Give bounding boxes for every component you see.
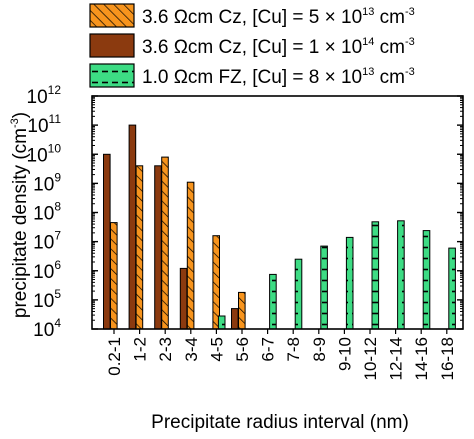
- bar-series-2-8-9: [320, 245, 328, 330]
- y-tick-label: 108: [33, 200, 61, 225]
- plot-frame: [91, 95, 464, 330]
- bars-layer: [103, 124, 456, 330]
- x-tick-label: 2-3: [156, 337, 175, 362]
- legend-label-series-0: 3.6 Ωcm Cz, [Cu] = 5 × 1013 cm-3: [142, 6, 415, 28]
- x-tick-label: 4-5: [207, 337, 226, 362]
- bar-series-0-3-4: [186, 181, 195, 330]
- bar-series-2-10-12: [371, 221, 380, 330]
- bar-series-0-5-6: [238, 291, 246, 330]
- y-axis-label: precipitate density (cm-3): [9, 112, 31, 318]
- bar-series-0-2-3: [161, 156, 169, 330]
- bar-series-1-3-4: [179, 267, 188, 330]
- x-tick-label: 5-6: [233, 337, 252, 362]
- legend-swatch-series-1: [89, 33, 135, 58]
- x-tick-label: 0.2-1: [105, 337, 124, 376]
- bar-series-1-1-2: [128, 124, 137, 330]
- x-ticks: 0.2-1 1-2 2-3 3-4 4-5 5-6 6-7 7-8 8-9 9-10 10-12 12…: [105, 329, 457, 380]
- x-tick-label: 14-16: [412, 337, 431, 380]
- bar-series-2-12-14: [397, 220, 405, 330]
- legend: 3.6 Ωcm Cz, [Cu] = 5 × 1013 cm-3 3.6 Ωcm…: [89, 3, 415, 88]
- x-tick-label: 10-12: [361, 337, 380, 380]
- bar-series-0-0.2-1: [110, 222, 118, 330]
- bar-series-1-2-3: [154, 165, 162, 330]
- y-tick-label: 107: [33, 229, 61, 254]
- legend-label-series-1: 3.6 Ωcm Cz, [Cu] = 1 × 1014 cm-3: [142, 36, 415, 58]
- x-tick-label: 7-8: [284, 337, 303, 362]
- x-tick-label: 1-2: [131, 337, 150, 362]
- x-tick-label: 12-14: [387, 337, 406, 380]
- legend-swatch-series-0: [89, 3, 135, 28]
- bar-series-2-7-8: [294, 258, 303, 330]
- x-tick-label: 9-10: [335, 337, 354, 371]
- x-tick-label: 16-18: [438, 337, 457, 380]
- bar-series-2-14-16: [422, 230, 431, 330]
- bar-series-1-0.2-1: [103, 153, 111, 330]
- x-tick-label: 6-7: [259, 337, 278, 362]
- bar-series-1-5-6: [231, 308, 239, 330]
- y-tick-label: 1010: [27, 141, 62, 166]
- y-tick-label: 1012: [27, 83, 62, 108]
- legend-label-series-2: 1.0 Ωcm FZ, [Cu] = 8 × 1013 cm-3: [142, 66, 415, 88]
- y-tick-label: 1011: [27, 112, 61, 137]
- x-axis-label: Precipitate radius interval (nm): [151, 412, 409, 433]
- y-ticks: 104 105 106 107 108 109 1010 1011 1012: [27, 83, 463, 341]
- bar-series-2-9-10: [345, 236, 354, 330]
- y-tick-label: 106: [33, 258, 61, 283]
- y-tick-label: 104: [33, 316, 61, 341]
- x-tick-label: 3-4: [182, 337, 201, 362]
- bar-series-0-1-2: [135, 165, 144, 330]
- bar-series-2-4-5: [217, 315, 226, 330]
- x-tick-label: 8-9: [310, 337, 329, 362]
- legend-item-series-0: 3.6 Ωcm Cz, [Cu] = 5 × 1013 cm-3: [89, 3, 415, 28]
- legend-swatch-series-2: [89, 63, 135, 88]
- legend-item-series-1: 3.6 Ωcm Cz, [Cu] = 1 × 1014 cm-3: [89, 33, 415, 58]
- bar-series-2-6-7: [269, 273, 277, 330]
- bar-series-0-4-5: [212, 235, 220, 330]
- legend-item-series-2: 1.0 Ωcm FZ, [Cu] = 8 × 1013 cm-3: [89, 63, 415, 88]
- bar-series-2-16-18: [448, 247, 456, 330]
- y-tick-label: 109: [33, 170, 61, 195]
- y-tick-label: 105: [33, 287, 61, 312]
